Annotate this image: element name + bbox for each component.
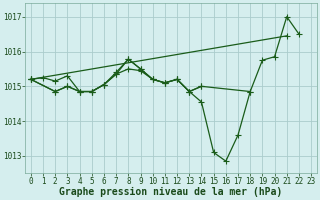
X-axis label: Graphe pression niveau de la mer (hPa): Graphe pression niveau de la mer (hPa)	[60, 187, 283, 197]
